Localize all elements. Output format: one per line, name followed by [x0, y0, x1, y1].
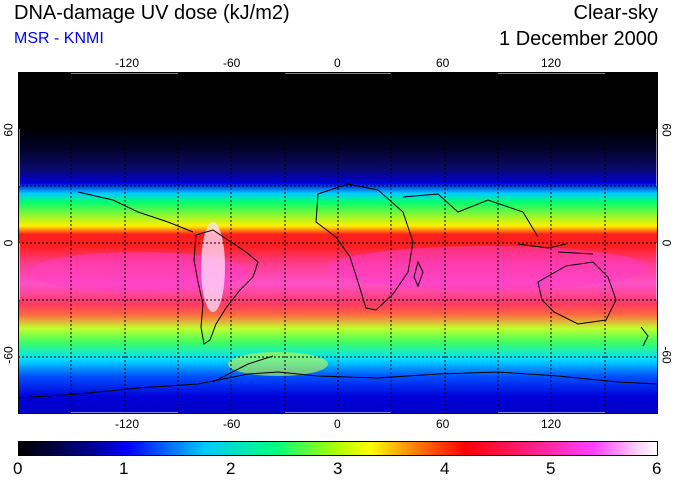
lon-tick-top: 60: [436, 56, 450, 70]
colorbar-label: 6: [652, 459, 662, 478]
lon-tick-bottom: 0: [334, 417, 341, 431]
colorbar-label: 1: [119, 459, 129, 478]
lat-tick-left: -60: [1, 346, 16, 364]
colorbar-label: 0: [13, 459, 23, 478]
lon-tick-top: 0: [334, 56, 341, 70]
map-frame: [18, 72, 658, 414]
map-overlay: [18, 72, 658, 414]
lon-tick-bottom: -60: [223, 417, 241, 431]
colorbar-label: 5: [546, 459, 556, 478]
map-subtitle: MSR - KNMI: [14, 30, 104, 47]
coastlines: [18, 183, 658, 399]
colorbar-label: 2: [226, 459, 236, 478]
date-label: 1 December 2000: [499, 28, 658, 50]
asia-coast: [402, 193, 539, 238]
lon-tick-bottom: 120: [541, 417, 562, 431]
map-title: DNA-damage UV dose (kJ/m2): [14, 2, 290, 24]
madagascar-coast: [413, 260, 424, 288]
australia-coast: [537, 261, 617, 325]
lon-tick-top: -120: [115, 56, 140, 70]
graticule: [18, 72, 658, 414]
lon-tick-bottom: -120: [115, 417, 140, 431]
high-uv-patch: [328, 246, 648, 290]
colorbar: [18, 441, 658, 456]
antarctic-peninsula-coast: [212, 355, 274, 383]
lon-tick-top: 120: [541, 56, 562, 70]
lat-tick-left: 60: [1, 123, 16, 137]
andes-high-uv-patch: [201, 222, 225, 312]
lat-tick-right: 60: [659, 123, 674, 137]
antarctica-coast: [18, 371, 658, 399]
high-uv-patch: [28, 252, 248, 292]
central-america-coast: [77, 191, 194, 233]
lat-tick-left: 0: [1, 239, 16, 247]
indonesia-coast: [517, 243, 594, 255]
colorbar-label: 3: [333, 459, 343, 478]
south-america-coast: [193, 229, 259, 345]
lat-tick-right: 0: [659, 239, 674, 247]
sky-condition-label: Clear-sky: [573, 2, 658, 24]
new-zealand-coast: [640, 326, 649, 347]
lon-tick-bottom: 60: [436, 417, 450, 431]
lat-tick-right: -60: [659, 346, 674, 364]
africa-coast: [315, 183, 414, 311]
green-patch: [228, 352, 328, 376]
colorbar-label: 4: [440, 459, 450, 478]
lon-tick-top: -60: [223, 56, 241, 70]
